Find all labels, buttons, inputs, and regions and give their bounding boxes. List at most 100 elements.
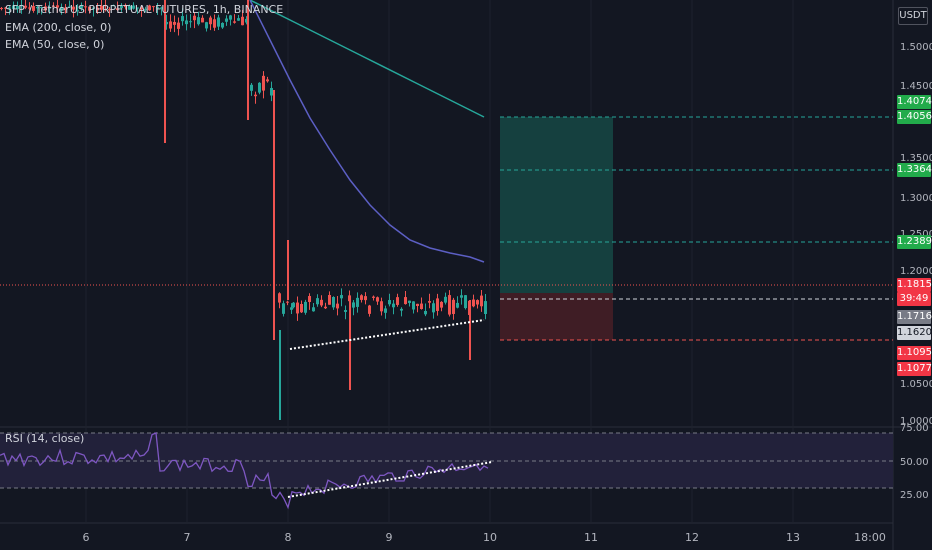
time-tick: 12 bbox=[685, 531, 699, 544]
candle-body bbox=[116, 8, 119, 10]
candle-body bbox=[344, 310, 347, 312]
price-tick: 1.3500 bbox=[900, 153, 932, 164]
candle-body bbox=[408, 300, 411, 303]
candle-body bbox=[448, 295, 451, 315]
rsi-tick: 75.00 bbox=[900, 423, 929, 434]
price-tag: 1.1095 bbox=[897, 346, 932, 360]
candle-body bbox=[225, 18, 228, 22]
candle-body bbox=[28, 7, 31, 9]
candle-body bbox=[40, 7, 43, 9]
candle-body bbox=[201, 17, 204, 23]
price-tick: 1.5000 bbox=[900, 42, 932, 53]
candle-body bbox=[250, 84, 253, 91]
price-tag: 1.2389 bbox=[897, 235, 932, 249]
candle-body bbox=[384, 308, 387, 313]
price-tick: 1.0000 bbox=[900, 416, 932, 427]
candle-body bbox=[292, 302, 295, 308]
candle-body bbox=[152, 6, 155, 8]
rsi-legend[interactable]: RSI (14, close) bbox=[5, 432, 85, 445]
candle-body bbox=[480, 295, 483, 307]
time-tick: 6 bbox=[83, 531, 90, 544]
candle-body bbox=[258, 82, 261, 93]
candle-body bbox=[432, 303, 435, 313]
candle-body bbox=[290, 307, 293, 310]
candle-body bbox=[8, 7, 11, 9]
price-tag: 39:49 bbox=[897, 292, 931, 306]
candle-body bbox=[420, 303, 423, 310]
price-tag: 1.1620 bbox=[897, 326, 932, 340]
candle-body bbox=[336, 303, 339, 309]
candle-body bbox=[332, 296, 335, 308]
candle-body bbox=[270, 87, 273, 96]
candle-body bbox=[278, 293, 281, 303]
candle-body bbox=[177, 22, 180, 29]
candle-body bbox=[12, 5, 15, 9]
candle-body bbox=[324, 306, 327, 309]
currency-button[interactable]: USDT bbox=[898, 7, 928, 25]
price-tag: 1.4074 bbox=[897, 95, 932, 109]
candle-body bbox=[237, 18, 240, 21]
candle-body bbox=[484, 301, 487, 314]
ema50-line bbox=[249, 0, 485, 263]
ema200-legend[interactable]: EMA (200, close, 0) bbox=[5, 21, 112, 34]
rsi-line bbox=[0, 432, 489, 510]
candle-body bbox=[436, 298, 439, 311]
candle-body bbox=[254, 94, 257, 97]
candle-body bbox=[16, 5, 19, 10]
candle-body bbox=[444, 296, 447, 303]
candle-body bbox=[416, 303, 419, 306]
candle-body bbox=[80, 5, 83, 9]
candle-body bbox=[388, 300, 391, 305]
candle-body bbox=[56, 5, 59, 8]
candle-body bbox=[340, 295, 343, 299]
candle-body bbox=[108, 8, 111, 11]
candle-body bbox=[36, 6, 39, 9]
candle-body bbox=[217, 17, 220, 27]
time-tick: 11 bbox=[584, 531, 598, 544]
candle-body bbox=[148, 5, 151, 11]
candle-body bbox=[4, 7, 7, 9]
candle-body bbox=[52, 5, 55, 7]
candle-body bbox=[100, 5, 103, 10]
candle-body bbox=[320, 299, 323, 306]
price-tick: 1.2000 bbox=[900, 266, 932, 277]
candle-body bbox=[197, 17, 200, 25]
candle-body bbox=[124, 5, 127, 8]
price-tick: 1.0500 bbox=[900, 379, 932, 390]
candle-body bbox=[396, 297, 399, 305]
rsi-tick: 25.00 bbox=[900, 490, 929, 501]
candle-body bbox=[193, 15, 196, 21]
candle-body bbox=[308, 296, 311, 303]
candle-body bbox=[400, 308, 403, 311]
candle-body bbox=[136, 7, 139, 9]
candle-body bbox=[76, 10, 79, 12]
time-tick: 8 bbox=[285, 531, 292, 544]
candle-body bbox=[165, 21, 168, 25]
candle-body bbox=[392, 303, 395, 308]
ema50-legend[interactable]: EMA (50, close, 0) bbox=[5, 38, 105, 51]
price-tick: 1.2500 bbox=[900, 229, 932, 240]
candle-body bbox=[348, 295, 351, 302]
candle-body bbox=[84, 6, 87, 8]
ema200-line bbox=[249, 0, 485, 118]
candle-body bbox=[96, 7, 99, 11]
price-tag: 1.1077 bbox=[897, 362, 932, 376]
symbol-legend[interactable]: SFP / TetherUS PERPETUAL FUTURES, 1h, BI… bbox=[5, 3, 284, 16]
price-trendline bbox=[289, 319, 485, 350]
candle-body bbox=[404, 297, 407, 305]
time-tick: 10 bbox=[483, 531, 497, 544]
candle-body bbox=[241, 16, 244, 26]
candle-body bbox=[262, 75, 265, 91]
price-tick: 1.4500 bbox=[900, 81, 932, 92]
candle-body bbox=[456, 302, 459, 308]
candle-body bbox=[286, 301, 289, 303]
candle-body bbox=[44, 6, 47, 11]
candle-body bbox=[428, 301, 431, 303]
candle-body bbox=[372, 296, 375, 298]
time-tick: 9 bbox=[386, 531, 393, 544]
candle-body bbox=[20, 5, 23, 7]
candle-body bbox=[352, 302, 355, 308]
candle-body bbox=[64, 7, 67, 11]
